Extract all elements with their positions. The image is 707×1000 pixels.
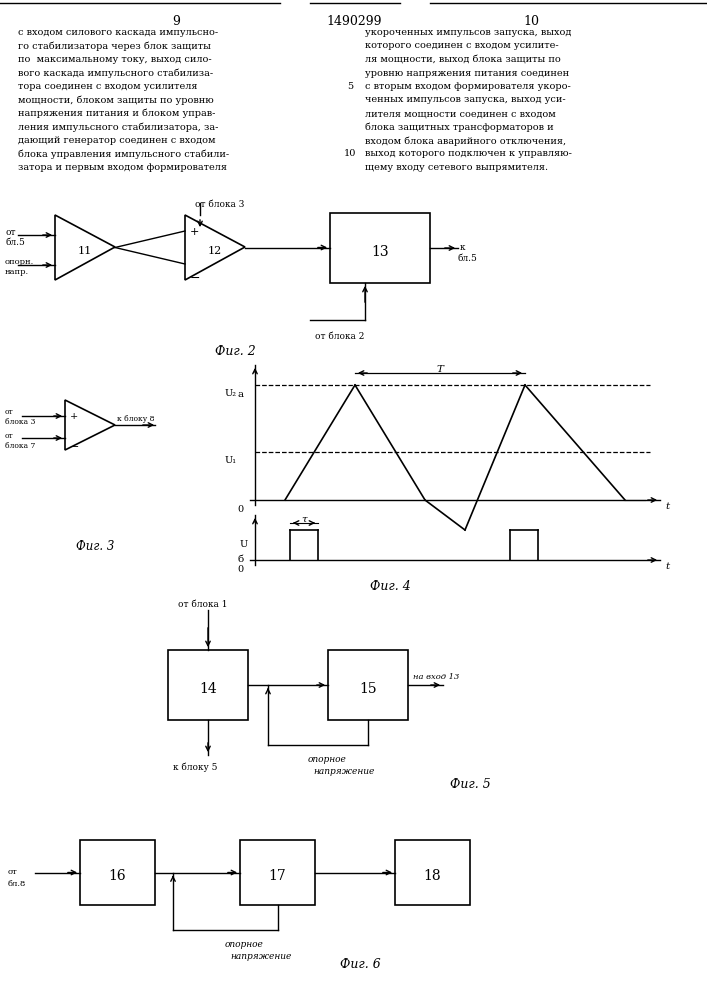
Text: от: от [5, 228, 16, 237]
Text: Фиг. 4: Фиг. 4 [370, 580, 410, 593]
Text: с входом силового каскада импульсно-: с входом силового каскада импульсно- [18, 28, 218, 37]
Bar [395, 840, 470, 905]
Text: 0: 0 [237, 565, 243, 574]
Text: по  максимальному току, выход сило-: по максимальному току, выход сило- [18, 55, 211, 64]
Text: от: от [5, 432, 13, 440]
Text: 10: 10 [523, 15, 539, 28]
Text: 15: 15 [359, 682, 377, 696]
Text: +: + [190, 227, 199, 237]
Text: 13: 13 [371, 245, 389, 259]
Text: бл.8: бл.8 [8, 880, 26, 888]
Bar [168, 650, 248, 720]
Text: выход которого подключен к управляю-: выход которого подключен к управляю- [365, 149, 572, 158]
Text: 10: 10 [344, 149, 356, 158]
Text: мощности, блоком защиты по уровню: мощности, блоком защиты по уровню [18, 96, 214, 105]
Bar [80, 840, 155, 905]
Text: ления импульсного стабилизатора, за-: ления импульсного стабилизатора, за- [18, 122, 218, 132]
Text: блока защитных трансформаторов и: блока защитных трансформаторов и [365, 122, 554, 132]
Text: бл.5: бл.5 [457, 254, 477, 263]
Text: Фиг. 3: Фиг. 3 [76, 540, 115, 553]
Text: блока 7: блока 7 [5, 442, 35, 450]
Text: 18: 18 [423, 869, 441, 884]
Text: T: T [436, 365, 443, 374]
Text: +: + [70, 412, 78, 421]
Text: 12: 12 [208, 246, 222, 256]
Text: −: − [70, 442, 79, 452]
Text: которого соединен с входом усилите-: которого соединен с входом усилите- [365, 41, 559, 50]
Text: блока 3: блока 3 [5, 418, 35, 426]
Text: уровню напряжения питания соединен: уровню напряжения питания соединен [365, 68, 569, 78]
Text: U: U [240, 540, 248, 549]
Text: го стабилизатора через блок защиты: го стабилизатора через блок защиты [18, 41, 211, 51]
Text: затора и первым входом формирователя: затора и первым входом формирователя [18, 163, 227, 172]
Text: блока управления импульсного стабили-: блока управления импульсного стабили- [18, 149, 229, 159]
Text: 1490299: 1490299 [326, 15, 382, 28]
Text: тора соединен с входом усилителя: тора соединен с входом усилителя [18, 82, 197, 91]
Text: дающий генератор соединен с входом: дающий генератор соединен с входом [18, 136, 216, 145]
Text: напряжение: напряжение [313, 767, 375, 776]
Text: τ: τ [301, 515, 307, 524]
Text: укороченных импульсов запуска, выход: укороченных импульсов запуска, выход [365, 28, 571, 37]
Text: Фиг. 5: Фиг. 5 [450, 778, 491, 791]
Text: опорное: опорное [225, 940, 264, 949]
Text: 0: 0 [237, 505, 243, 514]
Text: напряжения питания и блоком управ-: напряжения питания и блоком управ- [18, 109, 216, 118]
Text: опорное: опорное [308, 755, 347, 764]
Text: к блоку 5: к блоку 5 [173, 763, 218, 772]
Text: к: к [460, 243, 465, 252]
Text: −: − [190, 272, 201, 285]
Text: 14: 14 [199, 682, 217, 696]
Bar [328, 650, 408, 720]
Text: вого каскада импульсного стабилиза-: вого каскада импульсного стабилиза- [18, 68, 213, 78]
Text: ля мощности, выход блока защиты по: ля мощности, выход блока защиты по [365, 55, 561, 64]
Text: напряжение: напряжение [230, 952, 291, 961]
Text: t: t [665, 502, 669, 511]
Text: лителя мощности соединен с входом: лителя мощности соединен с входом [365, 109, 556, 118]
Text: опорн.: опорн. [5, 258, 34, 266]
Bar [330, 213, 430, 283]
Text: от блока 1: от блока 1 [178, 600, 228, 609]
Text: от блока 2: от блока 2 [315, 332, 364, 341]
Text: к блоку 8: к блоку 8 [117, 415, 155, 423]
Text: U₁: U₁ [225, 456, 237, 465]
Text: 11: 11 [78, 246, 92, 256]
Text: с вторым входом формирователя укоро-: с вторым входом формирователя укоро- [365, 82, 571, 91]
Text: Фиг. 2: Фиг. 2 [215, 345, 255, 358]
Text: б: б [237, 555, 243, 564]
Text: a: a [237, 390, 243, 399]
Text: от: от [5, 408, 13, 416]
Text: U₂: U₂ [225, 389, 237, 398]
Text: напр.: напр. [5, 268, 29, 276]
Text: 5: 5 [347, 82, 353, 91]
Text: 9: 9 [172, 15, 180, 28]
Text: бл.5: бл.5 [5, 238, 25, 247]
Text: от блока 3: от блока 3 [195, 200, 245, 209]
Text: от: от [8, 867, 18, 876]
Text: Фиг. 6: Фиг. 6 [339, 958, 380, 971]
Text: щему входу сетевого выпрямителя.: щему входу сетевого выпрямителя. [365, 163, 548, 172]
Text: ченных импульсов запуска, выход уси-: ченных импульсов запуска, выход уси- [365, 96, 566, 104]
Text: на вход 13: на вход 13 [413, 673, 460, 681]
Bar [240, 840, 315, 905]
Text: 16: 16 [109, 869, 127, 884]
Text: входом блока аварийного отключения,: входом блока аварийного отключения, [365, 136, 566, 145]
Text: t: t [665, 562, 669, 571]
Text: 17: 17 [269, 869, 286, 884]
